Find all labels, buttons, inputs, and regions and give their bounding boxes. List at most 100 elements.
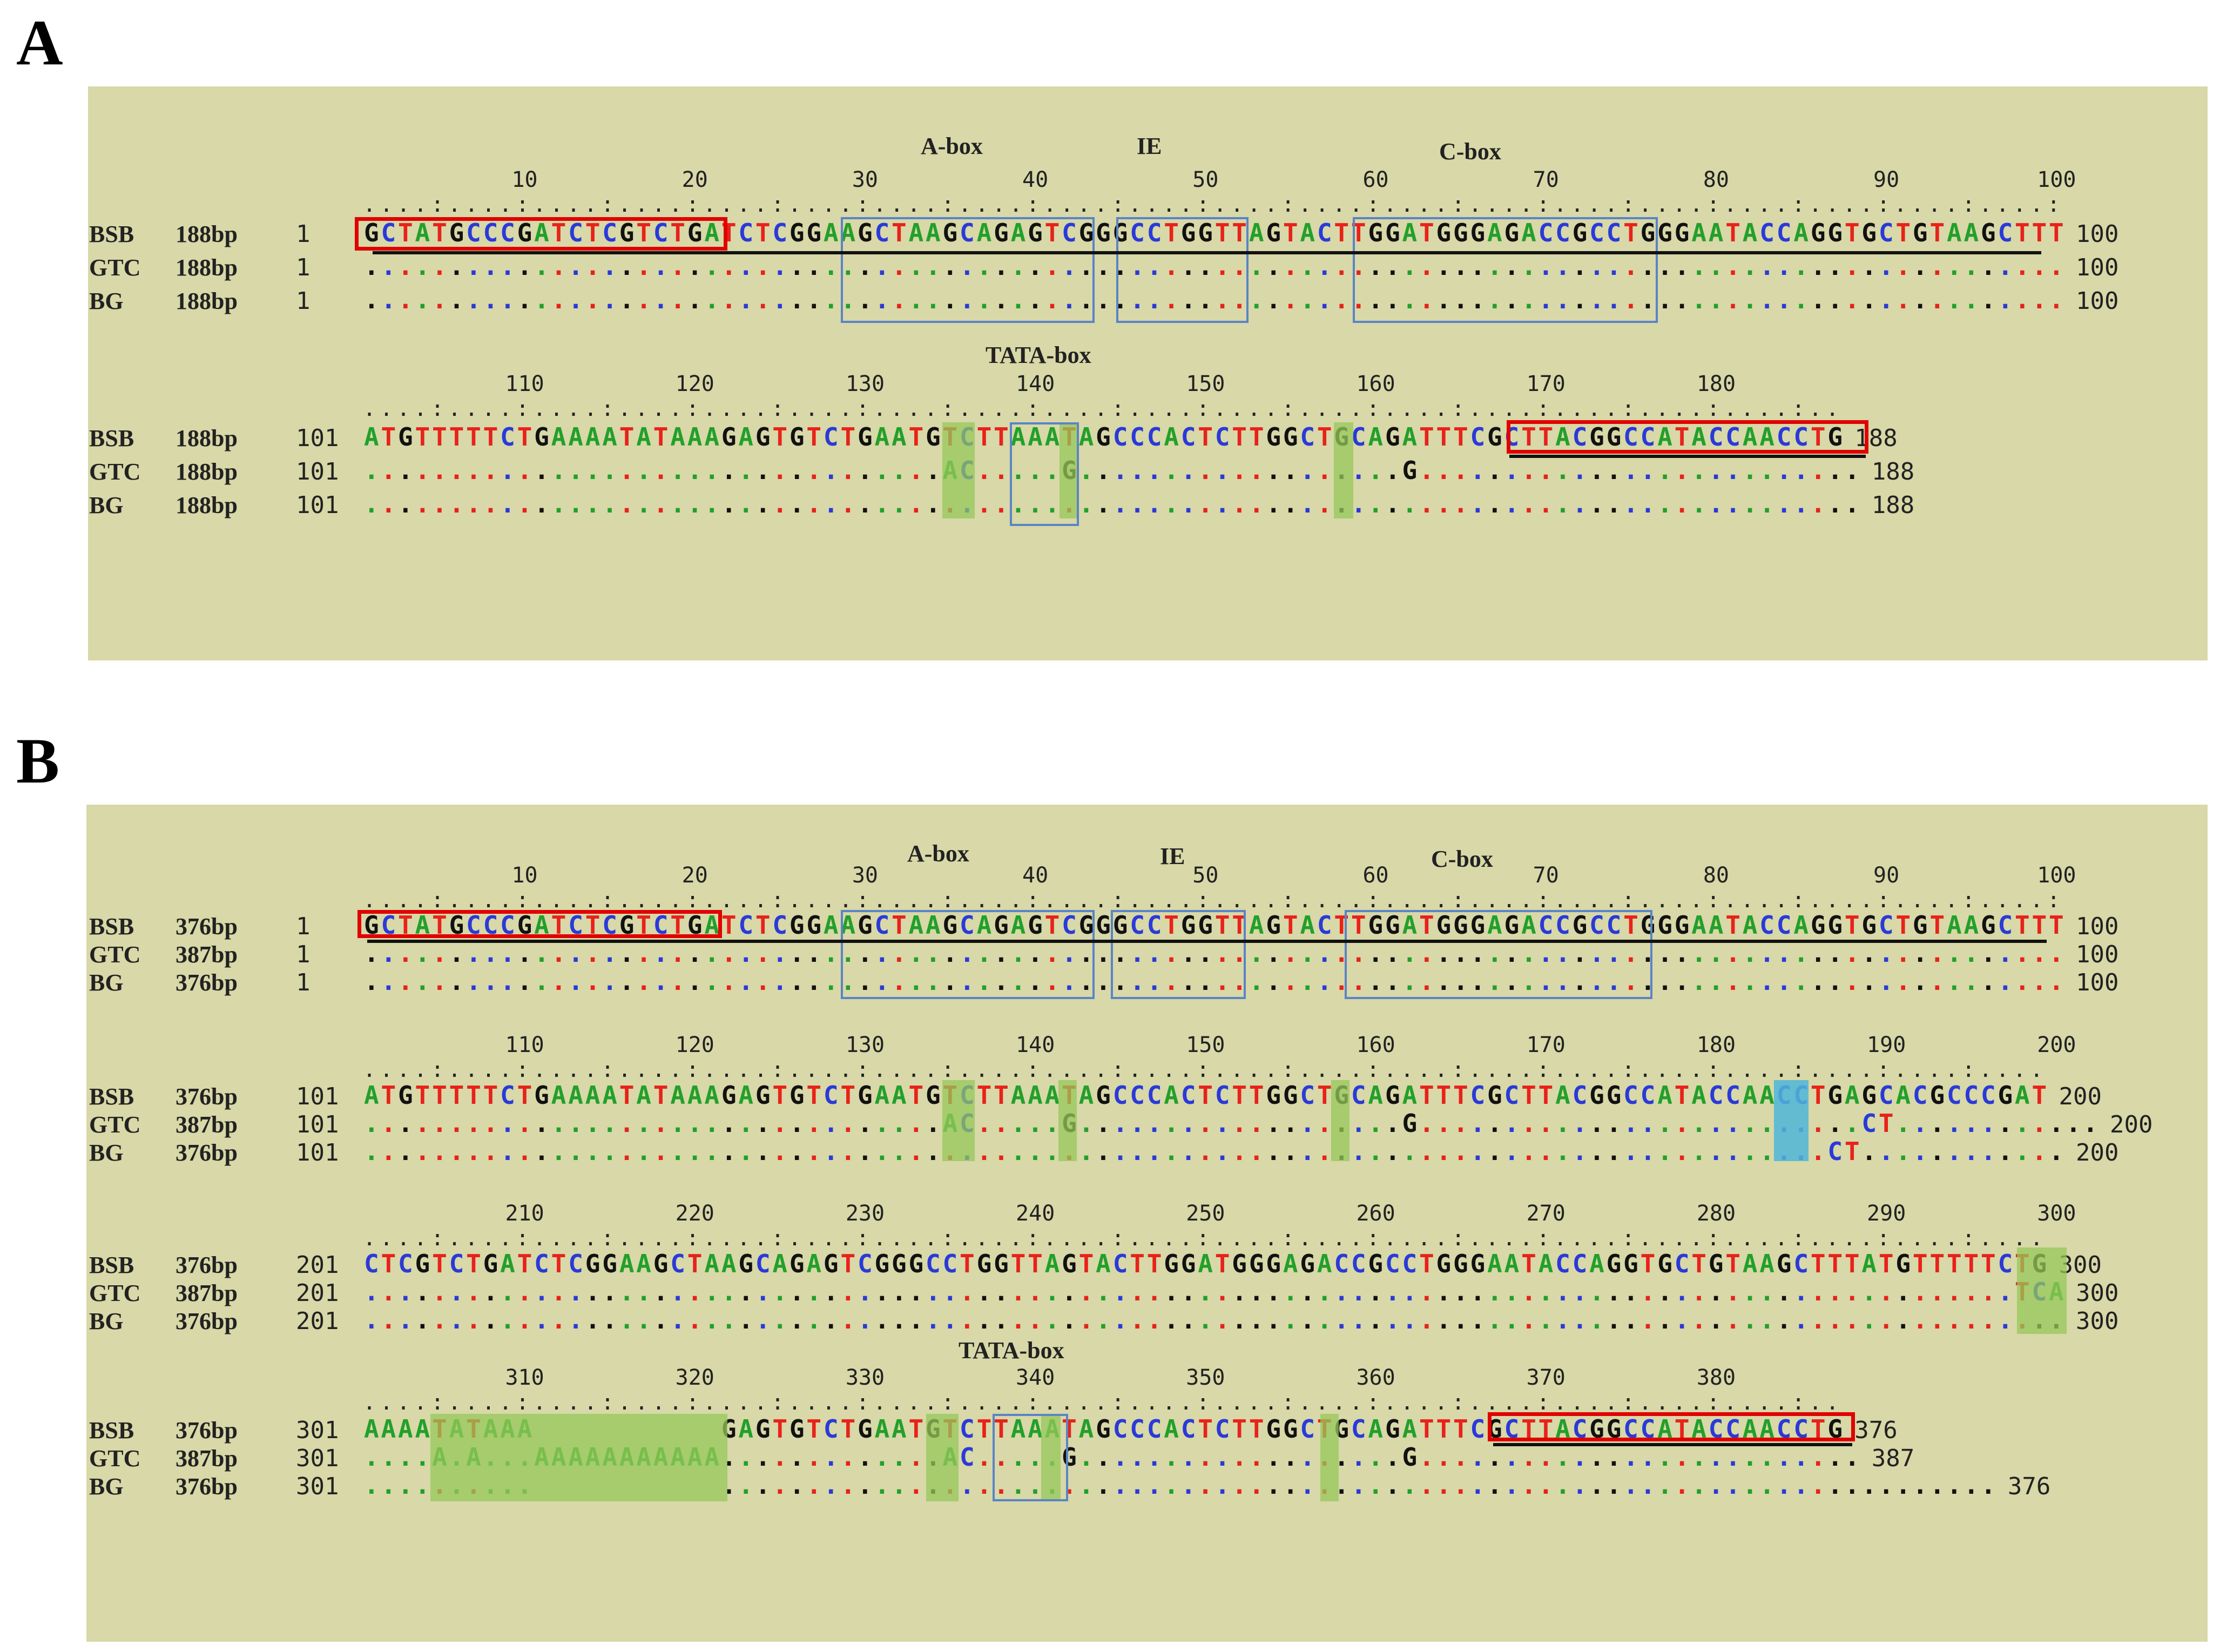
ruler-label: 60 xyxy=(1362,167,1389,192)
sequence-name: GTC xyxy=(89,1280,141,1306)
sequence-name: GTC xyxy=(89,1111,141,1138)
row-start-position: 1 xyxy=(296,969,311,996)
ruler-label: 210 xyxy=(505,1201,544,1226)
ruler-label: 110 xyxy=(505,372,544,396)
sequence-row: ........................................… xyxy=(364,285,2064,314)
underline xyxy=(1509,455,1866,458)
ruler-label: 20 xyxy=(681,167,708,192)
ruler-label: 150 xyxy=(1186,372,1225,396)
ruler-label: 100 xyxy=(2037,167,2076,192)
tata-box-label: TATA-box xyxy=(986,342,1091,368)
ruler-label: 300 xyxy=(2037,1201,2076,1226)
ruler-label: 350 xyxy=(1186,1365,1225,1390)
tata-box-label: TATA-box xyxy=(959,1337,1064,1364)
sequence-row: ........................................… xyxy=(364,489,1860,518)
sequence-row: ........................................… xyxy=(364,967,2064,996)
a-box-label: A-box xyxy=(921,133,983,159)
a-box-region xyxy=(841,910,1095,999)
a-box-region xyxy=(841,217,1095,323)
ruler-label: 10 xyxy=(511,863,538,888)
sequence-name: BG xyxy=(89,969,124,996)
row-end-position: 100 xyxy=(2076,941,2119,968)
ruler-label: 330 xyxy=(845,1365,885,1390)
ruler-label: 70 xyxy=(1533,863,1559,888)
ruler-ticks: ....:....:....:....:....:....:....:....:… xyxy=(363,192,2064,217)
row-end-position: 300 xyxy=(2076,1279,2119,1307)
row-end-position: 100 xyxy=(2076,913,2119,940)
ruler-label: 360 xyxy=(1356,1365,1395,1390)
sequence-row: ........................................… xyxy=(364,1137,2064,1166)
row-end-position: 100 xyxy=(2076,220,2119,248)
sequence-row: ........................................… xyxy=(364,252,2064,281)
primer-box xyxy=(1488,1412,1855,1441)
snp-highlight xyxy=(1774,1080,1809,1161)
ruler-label: 230 xyxy=(845,1201,885,1226)
primer-box xyxy=(357,910,722,938)
sequence-name: GTC xyxy=(89,941,141,968)
sequence-length: 376bp xyxy=(176,1252,238,1278)
sequence-length: 188bp xyxy=(176,492,238,518)
ruler-label: 130 xyxy=(845,1033,885,1057)
snp-highlight xyxy=(1331,1080,1349,1161)
a-box-label: A-box xyxy=(907,840,969,867)
row-start-position: 101 xyxy=(296,424,339,452)
row-start-position: 1 xyxy=(296,941,311,968)
ruler-label: 120 xyxy=(675,372,714,396)
sequence-name: BSB xyxy=(89,1083,134,1110)
row-start-position: 1 xyxy=(296,287,311,315)
row-start-position: 101 xyxy=(296,491,339,519)
ruler-label: 220 xyxy=(675,1201,714,1226)
row-start-position: 301 xyxy=(296,1417,339,1444)
row-end-position: 200 xyxy=(2110,1111,2153,1138)
sequence-name: BG xyxy=(89,1139,124,1166)
tata-box-region xyxy=(1010,422,1079,526)
ie-label: IE xyxy=(1160,843,1185,869)
sequence-name: BSB xyxy=(89,1417,134,1444)
row-start-position: 201 xyxy=(296,1279,339,1307)
ruler-label: 200 xyxy=(2037,1033,2076,1057)
row-start-position: 201 xyxy=(296,1307,339,1335)
ruler-ticks: ....:....:....:....:....:....:....:....:… xyxy=(363,888,2064,913)
ruler-label: 250 xyxy=(1186,1201,1225,1226)
ruler-label: 240 xyxy=(1016,1201,1055,1226)
sequence-length: 376bp xyxy=(176,913,238,940)
ruler-label: 320 xyxy=(675,1365,714,1390)
sequence-length: 188bp xyxy=(176,221,238,247)
row-end-position: 200 xyxy=(2059,1083,2102,1110)
ruler-label: 380 xyxy=(1696,1365,1736,1390)
ruler-label: 10 xyxy=(511,167,538,192)
row-end-position: 100 xyxy=(2076,254,2119,281)
ruler-label: 160 xyxy=(1356,372,1395,396)
row-end-position: 376 xyxy=(2007,1473,2051,1500)
ruler-label: 70 xyxy=(1533,167,1559,192)
sequence-name: BSB xyxy=(89,1252,134,1278)
underline xyxy=(1493,1443,1852,1446)
snp-highlight xyxy=(2017,1248,2067,1334)
ruler-label: 90 xyxy=(1873,863,1900,888)
sequence-name: BG xyxy=(89,1473,124,1500)
ruler-label: 60 xyxy=(1362,863,1389,888)
row-end-position: 300 xyxy=(2076,1307,2119,1335)
c-box-label: C-box xyxy=(1439,138,1501,165)
ruler-label: 180 xyxy=(1696,1033,1736,1057)
ruler-label: 90 xyxy=(1873,167,1900,192)
sequence-row: ........................................… xyxy=(364,1305,2064,1334)
row-start-position: 1 xyxy=(296,220,311,248)
ruler-label: 140 xyxy=(1016,1033,1055,1057)
sequence-name: BG xyxy=(89,288,124,314)
sequence-length: 387bp xyxy=(176,1445,238,1472)
sequence-name: GTC xyxy=(89,254,141,281)
ruler-label: 160 xyxy=(1356,1033,1395,1057)
alignment-panel-b xyxy=(86,805,2208,1642)
snp-highlight xyxy=(1320,1414,1339,1501)
c-box-region xyxy=(1353,217,1658,323)
sequence-length: 387bp xyxy=(176,1111,238,1138)
sequence-name: BG xyxy=(89,1308,124,1334)
sequence-length: 188bp xyxy=(176,288,238,314)
ruler-label: 140 xyxy=(1016,372,1055,396)
sequence-row: ........................................… xyxy=(364,939,2064,968)
ruler-label: 100 xyxy=(2037,863,2076,888)
sequence-row: GCTATGCCCGATCTCGTCTGATCTCGGAAGCTAAGCAGAG… xyxy=(364,911,2064,940)
primer-box xyxy=(1507,420,1868,454)
ruler-label: 30 xyxy=(852,863,878,888)
